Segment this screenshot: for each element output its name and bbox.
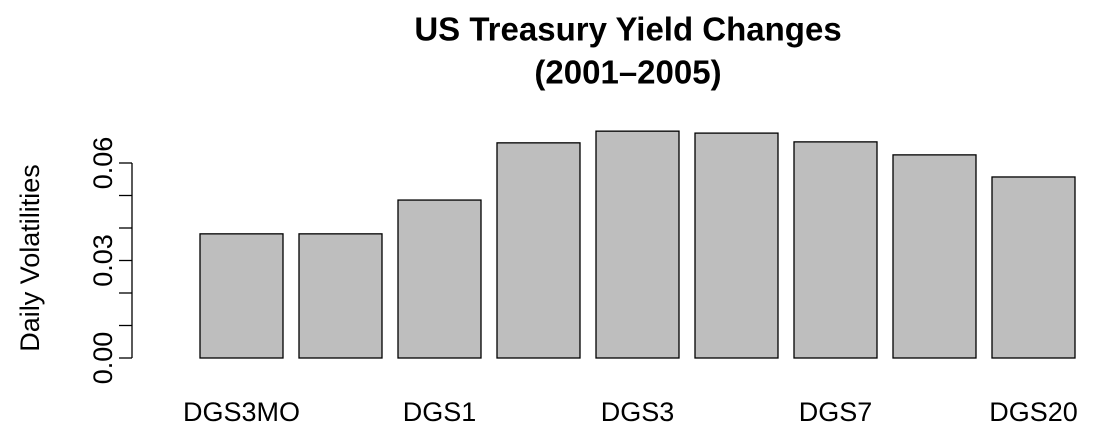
bar [991, 176, 1076, 359]
y-tick-label: 0.00 [88, 332, 118, 385]
bar [892, 154, 977, 359]
chart-title: (2001–2005) [534, 54, 721, 91]
bar [595, 130, 680, 359]
y-axis-label: Daily Volatilities [15, 164, 45, 352]
bar [496, 142, 581, 359]
x-tick-label: DGS3 [601, 397, 675, 427]
bar [397, 199, 482, 359]
bar [199, 233, 284, 359]
x-tick-label: DGS3MO [183, 397, 300, 427]
x-tick-label: DGS7 [799, 397, 873, 427]
x-tick-label: DGS1 [403, 397, 477, 427]
bar [298, 233, 383, 359]
bar [694, 132, 779, 359]
y-tick-label: 0.06 [88, 137, 118, 190]
y-tick-label: 0.03 [88, 234, 118, 287]
bar [793, 141, 878, 359]
x-tick-label: DGS20 [989, 397, 1078, 427]
chart-title: US Treasury Yield Changes [414, 11, 841, 48]
